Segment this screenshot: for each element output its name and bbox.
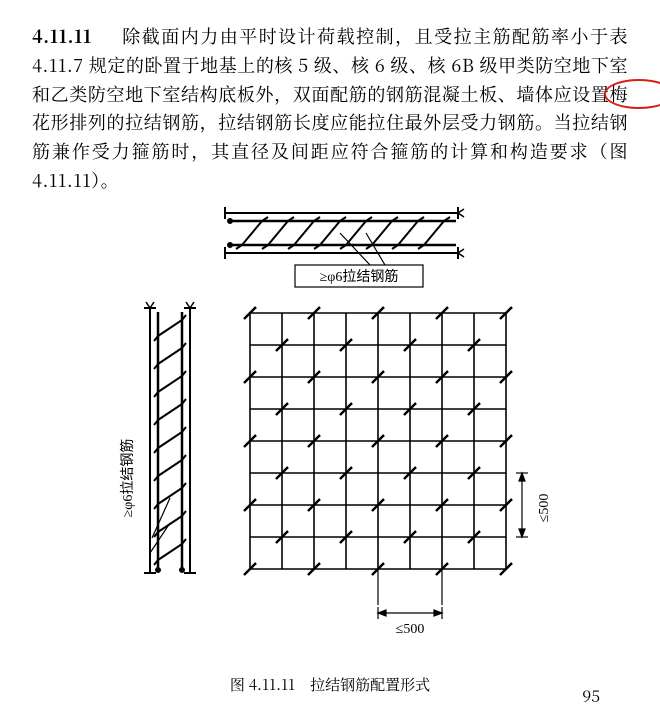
figure-left-label: ≥φ6拉结钢筋 — [119, 438, 136, 517]
figure-caption: 图 4.11.11 拉结钢筋配置形式 — [230, 674, 430, 695]
figure-block: ≥φ6拉结钢筋 — [32, 203, 628, 695]
figure-top-section: ≥φ6拉结钢筋 — [180, 203, 480, 298]
section-number: 4.11.11 — [32, 23, 92, 49]
dim-label-bottom: ≤500 — [396, 622, 425, 637]
dim-label-right: ≤500 — [537, 493, 552, 522]
clause-paragraph: 4.11.11 除截面内力由平时设计荷载控制，且受拉主筋配筋率小于表 4.11.… — [32, 22, 628, 195]
figure-bottom: ≥φ6拉结钢筋 — [90, 298, 570, 668]
paragraph-leading: 除截面内力由平时设计荷载控制，且受拉主筋配筋率小于表 4.11.7 规定的卧置于… — [32, 23, 628, 107]
paragraph-tail: 排列的拉结钢筋，拉结钢筋长度应能拉住最外层受力钢筋。当拉结钢筋兼作受力箍筋时，其… — [32, 109, 628, 193]
page-number: 95 — [582, 684, 600, 707]
figure-top-label: ≥φ6拉结钢筋 — [320, 268, 399, 285]
